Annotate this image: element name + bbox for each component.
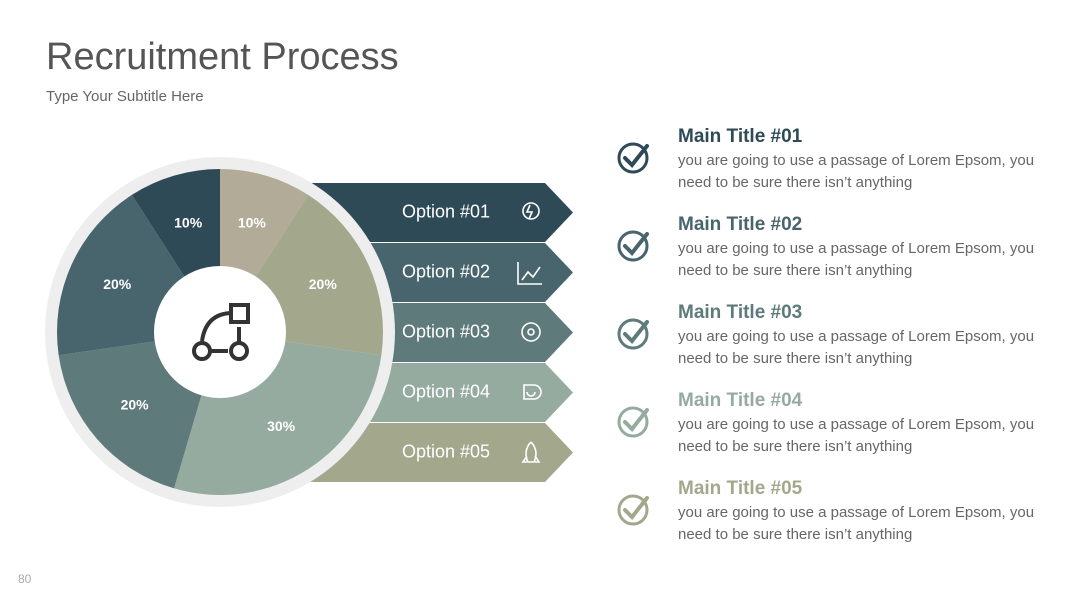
check-mark <box>623 496 649 521</box>
item-title: Main Title #01 <box>678 126 803 147</box>
item-text: you are going to use a passage of Lorem … <box>678 504 1035 521</box>
item-text: need to be sure there isn’t anything <box>678 350 913 367</box>
item-text: need to be sure there isn’t anything <box>678 262 913 279</box>
check-mark <box>623 144 649 169</box>
item-text: need to be sure there isn’t anything <box>678 174 913 191</box>
check-mark <box>623 232 649 257</box>
item-text: you are going to use a passage of Lorem … <box>678 416 1035 433</box>
option-label: Option #04 <box>402 381 490 401</box>
pie-hole <box>154 266 286 398</box>
check-circle <box>617 142 649 174</box>
item-text: you are going to use a passage of Lorem … <box>678 152 1035 169</box>
slice-label: 30% <box>267 418 296 434</box>
center-icon <box>192 303 250 361</box>
item-title: Main Title #03 <box>678 302 803 323</box>
option-label: Option #03 <box>402 321 490 341</box>
check-circle <box>617 230 649 262</box>
option-arrow <box>300 423 573 482</box>
item-text: need to be sure there isn’t anything <box>678 526 913 543</box>
item-title: Main Title #05 <box>678 478 803 499</box>
subtitle: Type Your Subtitle Here <box>46 88 204 105</box>
page-number: 80 <box>18 572 32 586</box>
check-mark <box>623 408 649 433</box>
title: Recruitment Process <box>46 36 399 78</box>
slice-label: 10% <box>174 214 203 230</box>
slice-label: 10% <box>238 214 267 230</box>
check-circle <box>617 318 649 350</box>
option-icons <box>517 202 542 463</box>
item-text: you are going to use a passage of Lorem … <box>678 328 1035 345</box>
option-label: Option #02 <box>402 261 490 281</box>
item-title: Main Title #04 <box>678 390 803 411</box>
slice-label: 20% <box>309 276 338 292</box>
option-label: Option #01 <box>402 201 490 221</box>
slice-label: 20% <box>121 397 150 413</box>
slice-label: 20% <box>103 276 132 292</box>
item-text: need to be sure there isn’t anything <box>678 438 913 455</box>
option-arrow <box>300 183 573 242</box>
item-title: Main Title #02 <box>678 214 803 235</box>
item-text: you are going to use a passage of Lorem … <box>678 240 1035 257</box>
check-circle <box>617 406 649 438</box>
check-circle <box>617 494 649 526</box>
option-label: Option #05 <box>402 441 490 461</box>
check-mark <box>623 320 649 345</box>
